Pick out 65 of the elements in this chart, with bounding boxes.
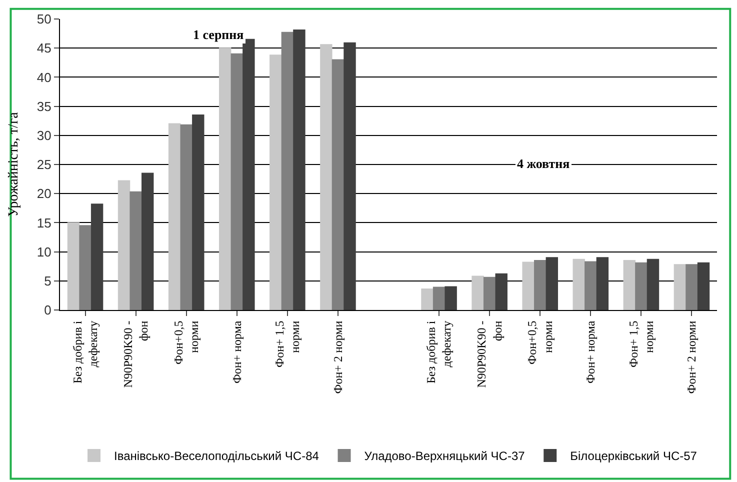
x-tick-label: Фон+ 1,5 норми	[272, 320, 302, 368]
bar	[344, 42, 356, 310]
bar	[483, 276, 496, 310]
x-tick-label: Фон+ 2 норми	[330, 320, 345, 394]
bar	[472, 276, 484, 310]
annotation: 1 серпня	[193, 27, 244, 42]
y-tick-label: 35	[36, 98, 52, 114]
bar	[432, 286, 446, 310]
bar	[697, 262, 710, 310]
x-tick-label: Фон+ 2 норми	[684, 320, 699, 394]
bar	[180, 124, 192, 310]
bar	[584, 261, 597, 310]
y-tick-label: 45	[36, 40, 52, 56]
x-tick-label: Фон+0,5 норми	[171, 320, 202, 364]
bar	[320, 44, 332, 310]
bar	[270, 54, 282, 310]
y-tick-label: 25	[36, 157, 52, 172]
legend-label: Уладово-Верхняцький ЧС-37	[364, 449, 526, 464]
bar	[142, 172, 154, 310]
bar	[230, 53, 243, 310]
bar	[674, 264, 686, 310]
bar	[495, 273, 508, 310]
bar	[218, 48, 232, 310]
bar	[281, 32, 294, 310]
x-tick-label: Без добрив і дефекату	[424, 320, 454, 384]
bar	[623, 260, 636, 310]
bar	[596, 257, 609, 310]
bar	[90, 204, 104, 310]
x-tick-label: Фон+0,5 норми	[525, 320, 555, 364]
bar	[646, 258, 660, 310]
legend-label: Іванівсько-Веселоподільський ЧС-84	[114, 449, 320, 464]
bar	[192, 114, 204, 310]
x-tick-label: Фон+ 1,5 норми	[626, 320, 656, 368]
y-tick-label: 15	[36, 215, 52, 230]
bar	[421, 288, 434, 310]
bar	[332, 59, 344, 310]
bar	[546, 257, 558, 310]
bar	[293, 30, 306, 310]
bar	[130, 191, 142, 310]
bar	[572, 258, 585, 310]
y-tick-label: 30	[36, 128, 52, 143]
x-tick-label: Фон+ норма	[230, 320, 244, 384]
bar	[79, 225, 92, 310]
bar	[534, 260, 546, 310]
legend-label: Білоцерківський ЧС-57	[570, 449, 698, 464]
x-tick-label: N90P90K90 - фон	[474, 320, 504, 388]
y-tick-label: 10	[36, 244, 52, 260]
bar	[118, 180, 130, 310]
bar	[635, 262, 648, 310]
x-tick-label: Фон+ норма	[584, 320, 598, 384]
bar	[67, 222, 80, 310]
y-tick-label: 20	[36, 186, 52, 202]
y-axis-title: Урожайність, т/га	[6, 111, 22, 217]
bar	[444, 286, 457, 310]
annotation: 4 жовтня	[517, 156, 570, 171]
bar	[686, 264, 698, 310]
y-tick-label: 0	[44, 302, 52, 318]
y-tick-label: 50	[36, 12, 52, 27]
x-tick-label: N90P90K90 - фон	[120, 320, 151, 388]
y-tick-label: 40	[36, 70, 52, 85]
y-tick-label: 5	[44, 273, 52, 288]
bar	[168, 123, 181, 310]
bar	[522, 262, 534, 310]
bar	[242, 38, 255, 310]
x-tick-label: Без добрив і дефекату	[70, 320, 100, 384]
